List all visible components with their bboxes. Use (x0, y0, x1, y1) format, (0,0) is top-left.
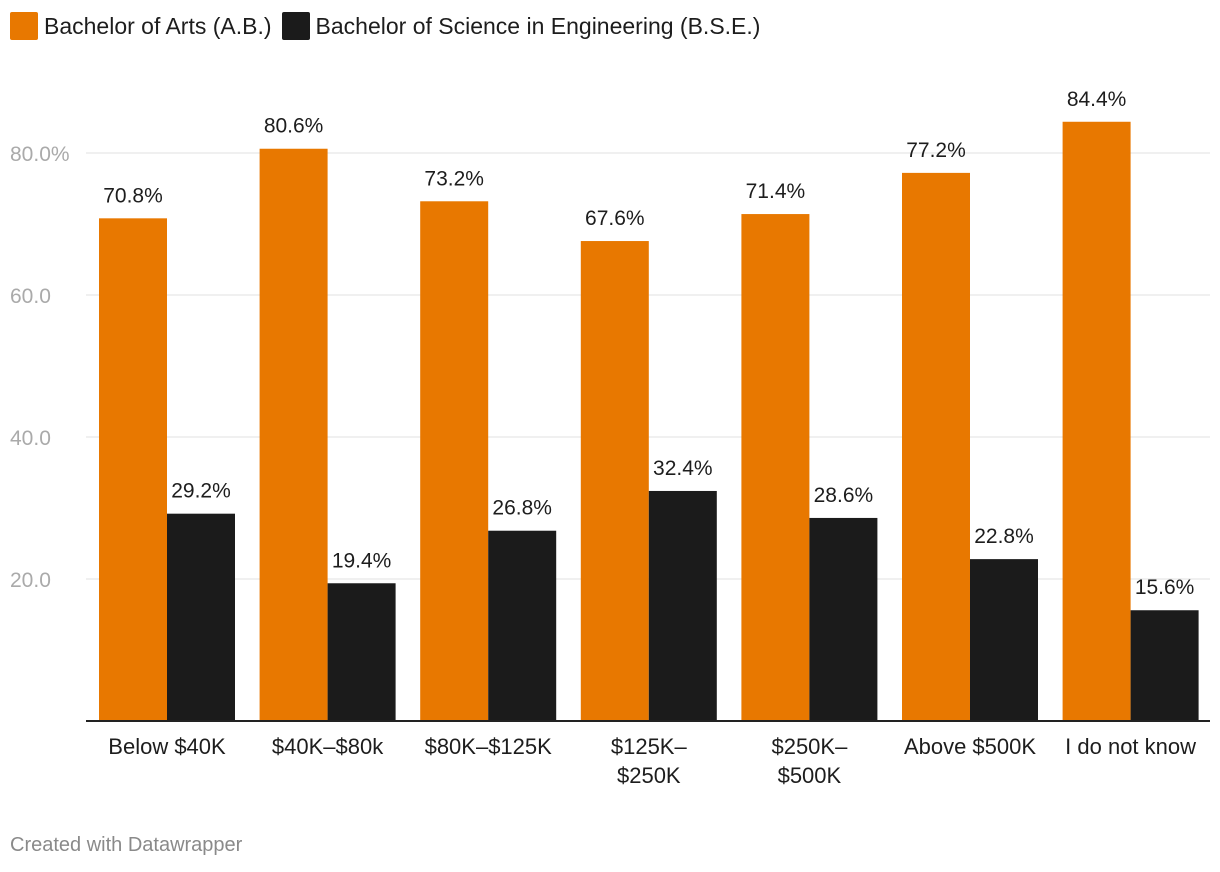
x-tick-label-line: $250K– (771, 734, 848, 759)
bar-bse (809, 517, 878, 721)
bar-ab (259, 148, 328, 722)
data-label: 70.8% (103, 184, 163, 207)
data-label: 26.8% (492, 497, 552, 520)
legend-item-ab: Bachelor of Arts (A.B.) (10, 12, 272, 40)
x-tick-label-line: $40K–$80k (272, 734, 384, 759)
x-tick-label: $80K–$125K (425, 734, 553, 759)
x-tick-label-line: $250K (617, 763, 681, 788)
x-tick-label-line: Above $500K (904, 734, 1036, 759)
data-label: 15.6% (1135, 576, 1195, 599)
bar-ab (1062, 121, 1131, 721)
bar-bse (970, 559, 1038, 721)
y-tick-label: 40.0 (10, 427, 51, 450)
bar-bse (1130, 610, 1199, 721)
y-tick-label: 20.0 (10, 569, 51, 592)
bar-ab (99, 218, 167, 721)
data-label: 67.6% (585, 207, 645, 230)
data-label: 71.4% (746, 180, 806, 203)
data-label: 73.2% (424, 167, 484, 190)
legend-item-bse: Bachelor of Science in Engineering (B.S.… (281, 12, 761, 40)
data-label: 22.8% (974, 525, 1034, 548)
x-tick-label: $40K–$80k (272, 734, 384, 759)
chart-legend: Bachelor of Arts (A.B.) Bachelor of Scie… (10, 12, 770, 40)
x-tick-label-line: Below $40K (108, 734, 226, 759)
x-tick-label-line: $500K (778, 763, 842, 788)
data-label: 84.4% (1067, 88, 1127, 111)
data-label: 80.6% (264, 115, 324, 138)
legend-label-ab: Bachelor of Arts (A.B.) (44, 13, 272, 39)
x-tick-label-line: I do not know (1065, 734, 1196, 759)
bar-bse (167, 513, 235, 721)
x-tick-label: $250K– $500K (771, 734, 848, 788)
data-label: 32.4% (653, 457, 713, 480)
bar-ab (902, 172, 970, 721)
x-tick-label: $125K– $250K (611, 734, 688, 788)
bar-ab (741, 214, 810, 721)
x-tick-label-line: $80K–$125K (425, 734, 553, 759)
x-tick-label: Below $40K (108, 734, 226, 759)
bar-ab (420, 201, 489, 721)
x-tick-label: I do not know (1065, 734, 1196, 759)
data-label: 28.6% (814, 484, 874, 507)
data-label: 19.4% (332, 549, 392, 572)
grouped-bar-chart: 20.0 40.0 60.0 80.0% 70.8% 80.6% 73.2% 67.6% 71.… (10, 88, 1210, 788)
legend-swatch-ab (10, 12, 38, 40)
x-tick-label-line: $125K– (611, 734, 688, 759)
bar-ab (580, 241, 649, 722)
legend-label-bse: Bachelor of Science in Engineering (B.S.… (315, 13, 761, 39)
data-label: 29.2% (171, 480, 231, 503)
y-tick-label: 80.0% (10, 143, 70, 166)
bar-bse (488, 530, 557, 721)
bar-bse (327, 583, 396, 721)
y-tick-label: 60.0 (10, 285, 51, 308)
x-tick-label: Above $500K (904, 734, 1036, 759)
data-label: 77.2% (906, 139, 966, 162)
footer-credit: Created with Datawrapper (10, 834, 243, 856)
bar-bse (648, 490, 717, 721)
legend-swatch-bse (281, 12, 310, 40)
